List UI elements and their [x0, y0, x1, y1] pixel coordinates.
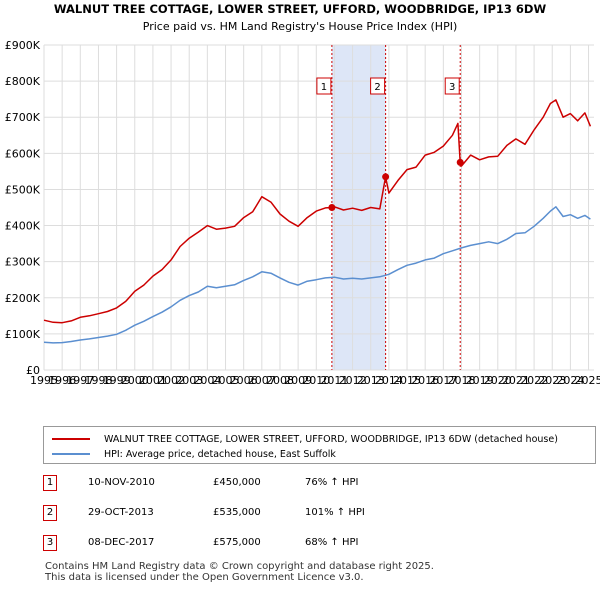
x-tick-label: 2005: [212, 374, 240, 387]
transaction-price: £535,000: [213, 507, 261, 518]
transaction-hpi-change: 76% ↑ HPI: [305, 477, 359, 488]
sale-label-box: [444, 77, 460, 95]
transaction-date: 08-DEC-2017: [88, 537, 155, 548]
y-tick-label: £0: [26, 364, 40, 377]
footer: Contains HM Land Registry data © Crown c…: [45, 561, 434, 583]
x-tick-label: 2015: [393, 374, 421, 387]
sale-point: [382, 173, 390, 181]
x-tick-label: 2025: [575, 374, 600, 387]
x-tick-label: 2002: [157, 374, 185, 387]
footer-licence: This data is licensed under the Open Gov…: [45, 572, 364, 583]
y-tick-label: £400K: [5, 220, 41, 233]
x-tick-label: 2010: [302, 374, 330, 387]
x-tick-label: 2017: [429, 374, 457, 387]
transaction-date: 29-OCT-2013: [88, 507, 154, 518]
x-tick-label: 2012: [339, 374, 367, 387]
sale-point: [328, 204, 336, 211]
sale-label-box: [316, 77, 332, 95]
footer-copyright: Contains HM Land Registry data © Crown c…: [45, 561, 434, 572]
x-tick-label: 2008: [266, 374, 294, 387]
transaction-price: £450,000: [213, 477, 261, 488]
legend-swatch-property: [52, 438, 90, 440]
transaction-number: 3: [43, 535, 57, 551]
chart-subtitle: Price paid vs. HM Land Registry's House …: [143, 20, 458, 33]
x-tick-label: 2006: [230, 374, 258, 387]
hpi-series-line: [43, 206, 591, 344]
x-tick-label: 2001: [139, 374, 167, 387]
x-tick-label: 2003: [175, 374, 203, 387]
sale-label-number: 2: [374, 82, 380, 93]
y-tick-label: £700K: [5, 111, 41, 124]
sale-label-number: 3: [449, 82, 455, 93]
y-tick-label: £600K: [5, 147, 41, 160]
x-tick-label: 2004: [193, 374, 221, 387]
y-tick-label: £500K: [5, 183, 41, 196]
transaction-date: 10-NOV-2010: [88, 477, 155, 488]
sale-point: [456, 158, 464, 166]
highlight-band: [331, 45, 386, 370]
legend: WALNUT TREE COTTAGE, LOWER STREET, UFFOR…: [43, 426, 596, 464]
y-tick-label: £300K: [5, 256, 41, 269]
x-tick-label: 2024: [556, 374, 584, 387]
x-tick-label: 2000: [121, 374, 149, 387]
price-chart: WALNUT TREE COTTAGE, LOWER STREET, UFFOR…: [5, 2, 600, 387]
chart-title: WALNUT TREE COTTAGE, LOWER STREET, UFFOR…: [54, 2, 547, 16]
x-tick-label: 2013: [357, 374, 385, 387]
x-tick-label: 2019: [466, 374, 494, 387]
sale-label-box: [370, 77, 386, 95]
y-tick-label: £200K: [5, 292, 41, 305]
legend-label-hpi: HPI: Average price, detached house, East…: [104, 448, 336, 460]
x-tick-label: 1996: [48, 374, 76, 387]
x-tick-label: 2011: [320, 374, 348, 387]
x-tick-label: 2009: [284, 374, 312, 387]
transaction-hpi-change: 101% ↑ HPI: [305, 507, 365, 518]
x-tick-label: 2022: [520, 374, 548, 387]
transaction-number: 1: [43, 475, 57, 491]
x-tick-label: 2014: [375, 374, 403, 387]
sale-label-number: 1: [321, 82, 327, 93]
x-tick-label: 2021: [502, 374, 530, 387]
x-tick-label: 1998: [84, 374, 112, 387]
transaction-hpi-change: 68% ↑ HPI: [305, 537, 359, 548]
y-tick-label: £900K: [5, 39, 41, 52]
legend-label-property: WALNUT TREE COTTAGE, LOWER STREET, UFFOR…: [104, 433, 558, 445]
transaction-price: £575,000: [213, 537, 261, 548]
y-tick-label: £800K: [5, 75, 41, 88]
x-tick-label: 2018: [447, 374, 475, 387]
x-tick-label: 1999: [103, 374, 131, 387]
x-tick-label: 1997: [66, 374, 94, 387]
property-series-line: [43, 99, 592, 324]
x-tick-label: 2016: [411, 374, 439, 387]
legend-item-hpi: HPI: Average price, detached house, East…: [52, 446, 336, 462]
legend-item-property: WALNUT TREE COTTAGE, LOWER STREET, UFFOR…: [52, 431, 558, 447]
legend-swatch-hpi: [52, 453, 90, 455]
x-tick-label: 1995: [30, 374, 58, 387]
x-tick-label: 2023: [538, 374, 566, 387]
x-tick-label: 2020: [484, 374, 512, 387]
y-tick-label: £100K: [5, 328, 41, 341]
x-tick-label: 2007: [248, 374, 276, 387]
transaction-number: 2: [43, 505, 57, 521]
